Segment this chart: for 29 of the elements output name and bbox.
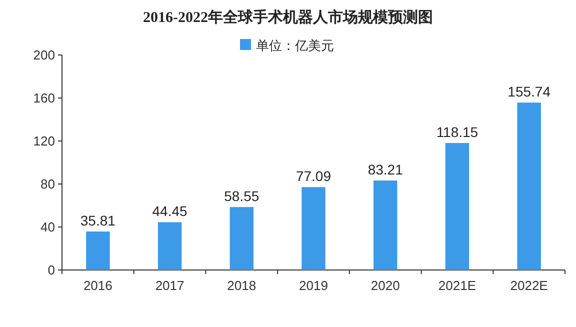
data-label: 58.55 xyxy=(224,188,260,204)
x-tick-label: 2022E xyxy=(510,278,548,293)
x-tick-label: 2020 xyxy=(370,278,400,293)
bar xyxy=(302,187,326,270)
bar xyxy=(517,102,541,270)
data-label: 77.09 xyxy=(296,168,332,184)
x-tick-label: 2017 xyxy=(155,278,184,293)
x-tick-label: 2016 xyxy=(83,278,112,293)
chart-title: 2016-2022年全球手术机器人市场规模预测图 xyxy=(143,8,433,26)
x-tick-label: 2019 xyxy=(299,278,328,293)
y-tick-label: 160 xyxy=(33,90,55,106)
bar xyxy=(86,232,110,270)
x-tick-label: 2021E xyxy=(438,278,476,293)
y-tick-label: 120 xyxy=(33,134,55,148)
bar xyxy=(445,142,470,270)
y-tick-label: 200 xyxy=(33,48,55,62)
x-tick-label: 2018 xyxy=(227,278,256,293)
data-label: 44.45 xyxy=(152,203,188,220)
data-label: 118.15 xyxy=(436,124,478,140)
legend-label: 单位：亿美元 xyxy=(256,38,334,53)
data-label: 83.21 xyxy=(368,162,404,178)
y-tick-label: 0 xyxy=(48,262,55,278)
bar xyxy=(158,222,182,270)
bar xyxy=(230,207,254,270)
y-tick-label: 80 xyxy=(40,176,55,192)
bar xyxy=(374,180,398,270)
y-tick-label: 40 xyxy=(40,220,55,234)
data-label: 35.81 xyxy=(80,212,116,229)
data-label: 155.74 xyxy=(508,84,551,100)
